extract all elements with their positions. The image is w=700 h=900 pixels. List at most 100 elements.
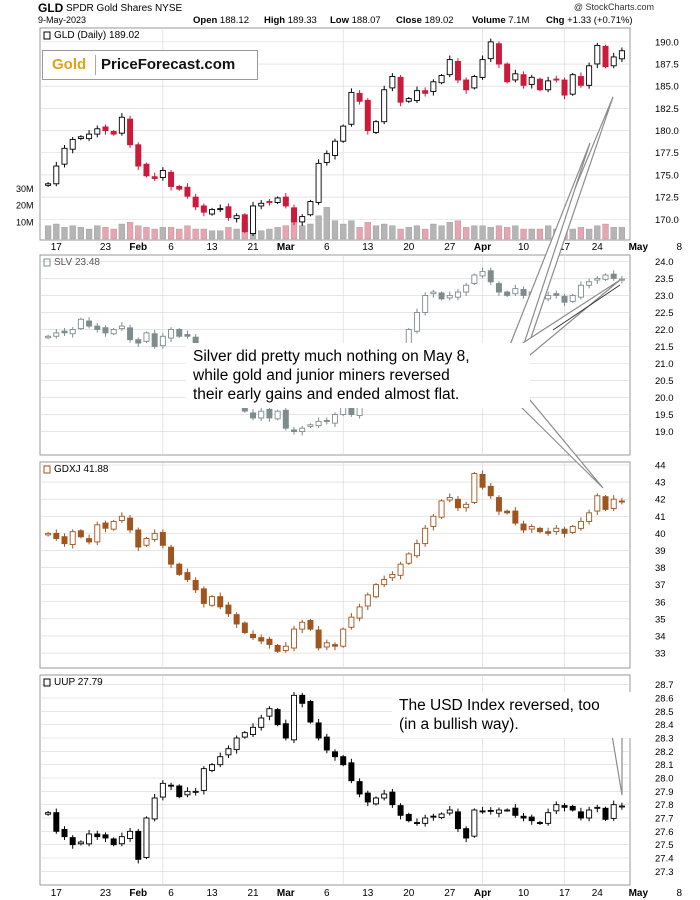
y-tick-label: 27.8	[655, 800, 674, 811]
candle-body	[586, 512, 593, 522]
candle-body	[233, 614, 240, 625]
series-title: GDXJ 41.88	[54, 464, 109, 475]
candle-body	[553, 293, 560, 296]
candle-body	[217, 756, 224, 766]
candle-body	[258, 637, 265, 642]
candle-body	[471, 473, 478, 503]
volume-bar	[430, 223, 437, 240]
candle-body	[307, 424, 314, 427]
y-tick-label: 33	[655, 649, 666, 660]
x-tick-label: 17	[51, 888, 63, 899]
volume-bar	[167, 227, 175, 240]
candle-body	[61, 147, 68, 165]
candle-body	[61, 536, 68, 545]
volume-bar	[495, 225, 503, 240]
candle-body	[168, 329, 175, 339]
candle-body	[569, 74, 576, 95]
candle-body	[127, 118, 134, 146]
candle-body	[110, 838, 117, 846]
candle-body	[569, 805, 576, 811]
candle-body	[577, 811, 584, 819]
y-tick-label: 185.0	[655, 82, 679, 93]
candle-body	[192, 579, 199, 591]
quote-close: Close 189.02	[396, 15, 454, 26]
y-tick-label: 22.5	[655, 308, 674, 319]
candle-body	[446, 497, 453, 501]
candle-body	[192, 196, 199, 208]
candle-body	[528, 76, 535, 85]
volume-bar	[348, 220, 355, 240]
candle-body	[577, 520, 584, 529]
volume-bar	[586, 228, 593, 240]
candle-body	[332, 644, 338, 647]
candle-body	[200, 768, 207, 791]
candle-body	[45, 183, 52, 186]
candle-body	[77, 136, 84, 139]
volume-bar	[545, 225, 552, 240]
y-tick-label: 21.5	[655, 342, 674, 353]
candle-body	[332, 751, 338, 758]
candle-body	[209, 764, 216, 771]
series-icon	[43, 465, 51, 474]
y-tick-label: 180.0	[655, 126, 679, 137]
y-tick-label: 20.0	[655, 393, 674, 404]
x-tick-label: 17	[559, 242, 571, 253]
candle-body	[127, 517, 134, 531]
candle-body	[454, 291, 461, 298]
candle-body	[487, 270, 494, 283]
candle-body	[397, 76, 404, 103]
candle-body	[340, 628, 347, 647]
candle-body	[69, 531, 76, 545]
candle-body	[372, 797, 379, 805]
y-tick-label: 23.5	[655, 274, 674, 285]
y-tick-label: 35	[655, 614, 666, 625]
x-tick-label: 27	[444, 242, 456, 253]
x-tick-label: Apr	[474, 888, 491, 899]
x-tick-label: 10	[518, 888, 530, 899]
volume-tick-label: 20M	[16, 201, 34, 211]
candle-body	[487, 809, 494, 812]
volume-bar	[102, 227, 109, 240]
candle-body	[495, 809, 502, 814]
volume-bar	[315, 215, 322, 240]
candle-body	[454, 61, 461, 81]
candle-body	[266, 638, 273, 645]
volume-bar	[364, 222, 371, 240]
candle-body	[176, 329, 183, 337]
volume-bar	[356, 227, 363, 240]
candle-body	[495, 43, 502, 65]
y-tick-label: 20.5	[655, 376, 674, 387]
y-tick-label: 190.0	[655, 37, 679, 48]
x-tick-label: May	[629, 242, 649, 253]
candle-body	[594, 277, 601, 281]
volume-bar	[331, 220, 339, 240]
candle-body	[77, 841, 84, 845]
candle-body	[454, 811, 461, 830]
candle-body	[446, 809, 453, 814]
quote-volume: Volume 7.1M	[472, 15, 530, 26]
candle-body	[307, 701, 314, 723]
y-tick-label: 21.0	[655, 359, 674, 370]
candle-body	[291, 694, 298, 741]
candles-0	[45, 38, 625, 236]
volume-bar	[44, 225, 52, 240]
candle-body	[430, 515, 437, 527]
stockcharts-watermark: @ StockCharts.com	[573, 2, 654, 12]
candle-body	[266, 708, 273, 717]
candle-body	[184, 186, 191, 197]
candle-body	[413, 312, 420, 332]
candle-body	[217, 208, 224, 211]
volume-bar	[69, 225, 76, 240]
candle-body	[340, 125, 347, 142]
x-tick-label: Feb	[129, 888, 147, 899]
y-tick-label: 37	[655, 580, 666, 591]
candle-body	[479, 271, 486, 277]
x-tick-label: 21	[247, 888, 259, 899]
silver-annotation: Silver did pretty much nothing on May 8,…	[186, 343, 530, 408]
candle-body	[61, 829, 68, 838]
panel-frame	[39, 461, 631, 669]
candle-body	[487, 41, 494, 60]
x-tick-label: 13	[362, 888, 374, 899]
candle-body	[176, 185, 183, 190]
candle-body	[102, 126, 109, 132]
